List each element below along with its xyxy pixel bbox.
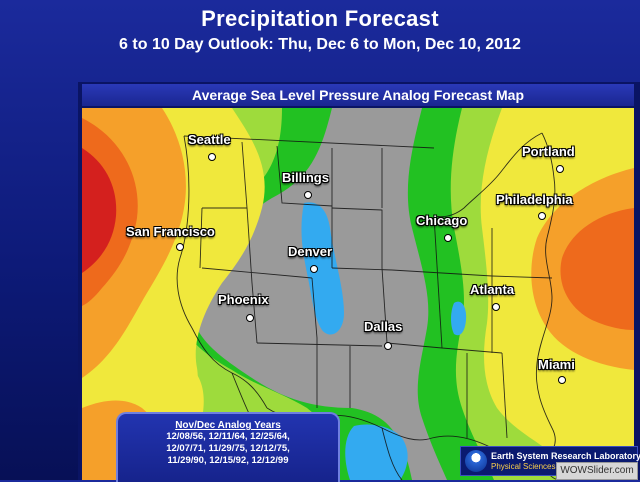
city-dot-atlanta: [492, 303, 500, 311]
city-dot-portland: [556, 165, 564, 173]
analog-years-line: 11/29/90, 12/15/92, 12/12/99: [167, 455, 289, 466]
watermark: WOWSlider.com: [556, 462, 638, 480]
pressure-map: Seattle Billings San Francisco Denver Ph…: [82, 108, 634, 480]
city-label-seattle: Seattle: [188, 132, 231, 147]
city-dot-san-francisco: [176, 243, 184, 251]
city-dot-chicago: [444, 234, 452, 242]
city-label-dallas: Dallas: [364, 319, 403, 334]
east-contour-darkorange: [560, 208, 634, 330]
noaa-logo-icon: [465, 450, 487, 472]
low-contour-blue-north: [301, 202, 344, 335]
city-label-chicago: Chicago: [416, 213, 468, 228]
division-name: Physical Sciences Division: [491, 462, 586, 471]
city-label-denver: Denver: [288, 244, 333, 259]
city-dot-miami: [558, 376, 566, 384]
page-title: Precipitation Forecast: [201, 6, 439, 31]
city-dot-denver: [310, 265, 318, 273]
analog-years-line: 12/08/56, 12/11/64, 12/25/64,: [166, 431, 290, 442]
city-label-san-francisco: San Francisco: [126, 224, 215, 239]
city-label-billings: Billings: [282, 170, 329, 185]
analog-years-line: 12/07/71, 11/29/75, 12/12/75,: [166, 443, 290, 454]
state-boundaries: [176, 132, 556, 462]
city-label-philadelphia: Philadelphia: [496, 192, 573, 207]
lab-name: Earth System Research Laboratory: [491, 451, 640, 461]
city-dot-seattle: [208, 153, 216, 161]
header: Precipitation Forecast 6 to 10 Day Outlo…: [0, 0, 640, 64]
page-subtitle: 6 to 10 Day Outlook: Thu, Dec 6 to Mon, …: [119, 36, 521, 53]
city-dot-philadelphia: [538, 212, 546, 220]
city-label-portland: Portland: [522, 144, 575, 159]
city-label-miami: Miami: [538, 357, 575, 372]
west-contour-red: [82, 148, 117, 273]
city-dot-dallas: [384, 342, 392, 350]
low-contour-blue-south: [345, 424, 408, 480]
low-contour-blue-east: [451, 301, 467, 336]
map-title: Average Sea Level Pressure Analog Foreca…: [82, 84, 634, 106]
analog-years-box: Nov/Dec Analog Years 12/08/56, 12/11/64,…: [116, 412, 340, 482]
pressure-contours: [82, 108, 634, 480]
city-dot-billings: [304, 191, 312, 199]
city-dot-phoenix: [246, 314, 254, 322]
city-label-atlanta: Atlanta: [470, 282, 515, 297]
analog-years-title: Nov/Dec Analog Years: [175, 420, 281, 431]
city-label-phoenix: Phoenix: [218, 292, 269, 307]
